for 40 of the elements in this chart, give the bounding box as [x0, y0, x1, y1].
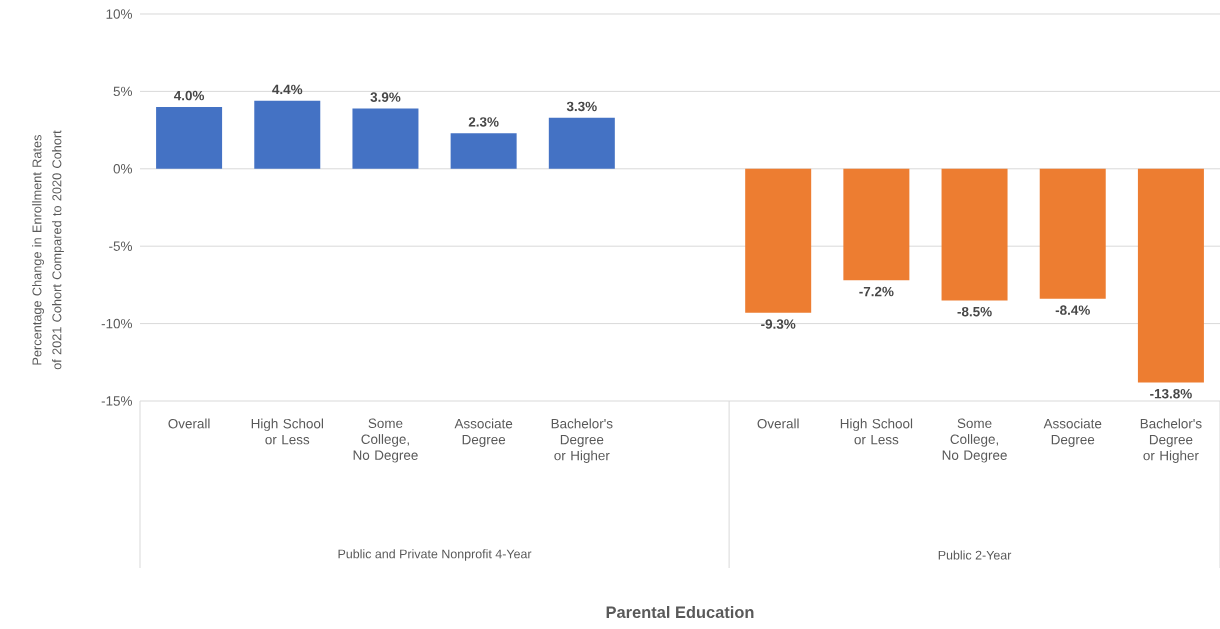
data-label: -9.3%	[761, 319, 796, 329]
x-tick-label: High School or Less	[840, 418, 913, 445]
bar	[156, 106, 223, 169]
x-tick-label: Some College, No Degree	[353, 418, 418, 463]
y-tick-label: 10%	[106, 9, 132, 19]
data-label: -8.4%	[1055, 305, 1090, 315]
x-tick-label: Bachelor's Degree or Higher	[1140, 418, 1202, 463]
data-label: -8.5%	[957, 306, 992, 317]
x-tick-label: Overall	[757, 418, 799, 429]
bar	[254, 100, 321, 169]
data-label: 3.3%	[566, 101, 597, 112]
bar	[1137, 168, 1204, 383]
bar	[548, 117, 615, 169]
text: Public and Private Nonprofit 4-Year	[338, 549, 532, 561]
data-label: 4.0%	[173, 90, 205, 101]
y-tick-label: -5%	[109, 241, 132, 251]
y-tick-label: 5%	[113, 86, 132, 97]
y-tick-label: -10%	[101, 318, 132, 329]
x-tick-label: Some College, No Degree	[942, 418, 1007, 463]
bar	[352, 108, 419, 169]
x-tick-label: Associate Degree	[454, 418, 513, 447]
x-tick-label: Overall	[168, 418, 210, 429]
bar	[450, 133, 517, 169]
bar	[1039, 168, 1106, 299]
data-label: 4.4%	[272, 84, 303, 95]
data-label: -13.8%	[1150, 388, 1192, 399]
data-label: 3.9%	[370, 92, 401, 102]
x-tick-label: Associate Degree	[1043, 418, 1102, 447]
text: Parental Education	[606, 605, 754, 619]
y-tick-label: -15%	[101, 396, 132, 406]
bar	[941, 168, 1008, 301]
bar	[843, 168, 910, 281]
bar	[745, 168, 812, 313]
data-label: 2.3%	[468, 117, 499, 127]
text: Public 2-Year	[938, 550, 1012, 560]
x-tick-label: Bachelor's Degree or Higher	[551, 418, 613, 463]
x-tick-label: High School or Less	[251, 418, 323, 445]
y-tick-label: 0%	[113, 164, 132, 174]
y-axis-title: Percentage Change in Enrollment Rates of 2021 Cohort Compared to 2020 Cohort	[32, 130, 64, 370]
data-label: -7.2%	[859, 286, 894, 297]
